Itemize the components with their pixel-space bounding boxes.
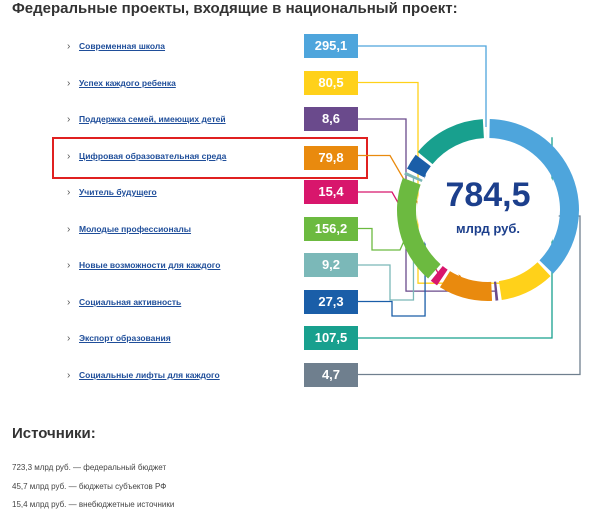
project-value-badge: 27,3 [304,289,358,314]
chevron-right-icon: › [67,77,71,89]
chevron-right-icon: › [67,114,71,125]
chevron-right-icon: › [67,223,71,235]
project-row: › Новые возможности для каждого 9,2 [54,253,370,283]
project-value-badge: 8,6 [304,107,358,131]
project-row: › Поддержка семей, имеющих детей 8,6 [54,107,370,137]
project-value-badge: 15,4 [304,180,358,204]
project-row: › Экспорт образования 107,5 [54,326,370,356]
source-extrabudget: 15,4 млрд руб. — внебюджетные источники [12,500,175,509]
connector-line [358,227,410,251]
project-link[interactable]: Современная школа [79,41,166,51]
donut-slice [498,262,551,300]
project-link[interactable]: Поддержка семей, имеющих детей [79,114,226,124]
total-unit: млрд руб. [456,221,520,236]
donut-slice [397,177,441,279]
donut-center [417,139,559,281]
project-link[interactable]: Цифровая образовательная среда [79,150,227,161]
project-value-badge: 156,2 [304,216,358,241]
project-value-badge: 4,7 [304,362,358,387]
chevron-right-icon: › [67,187,71,198]
project-value-badge: 80,5 [304,70,358,95]
project-row: › Социальная активность 27,3 [54,289,370,320]
sources-title: Источники: [12,425,96,442]
chevron-right-icon: › [67,333,71,344]
donut-slice [404,171,423,183]
donut-slice [406,154,431,178]
chevron-right-icon: › [67,296,71,308]
project-link[interactable]: Новые возможности для каждого [79,260,221,270]
project-link[interactable]: Успех каждого ребенка [79,77,176,88]
project-link[interactable]: Социальные лифты для каждого [79,369,220,380]
page-title: Федеральные проекты, входящие в национал… [12,0,458,17]
chevron-right-icon: › [67,369,71,381]
project-link[interactable]: Учитель будущего [79,187,157,197]
project-link[interactable]: Экспорт образования [79,333,171,343]
project-row: › Учитель будущего 15,4 [54,180,370,210]
project-value-badge: 295,1 [304,34,358,58]
project-value-badge: 9,2 [304,253,358,277]
donut-slice [439,271,493,301]
donut-slice [430,265,448,286]
connector-line [358,45,487,127]
project-row: › Социальные лифты для каждого 4,7 [54,362,370,393]
project-row: › Цифровая образовательная среда 79,8 [52,136,368,179]
project-row: › Молодые профессионалы 156,2 [54,216,370,247]
chevron-right-icon: › [67,260,71,271]
donut-slice [493,281,499,301]
project-link[interactable]: Социальная активность [79,296,182,307]
project-row: › Успех каждого ребенка 80,5 [54,70,370,101]
project-link[interactable]: Молодые профессионалы [79,223,192,234]
chevron-right-icon: › [67,150,71,162]
donut-slice [417,119,484,165]
total-value: 784,5 [445,176,531,214]
project-value-badge: 79,8 [304,145,358,170]
source-federal: 723,3 млрд руб. — федеральный бюджет [12,463,167,472]
chevron-right-icon: › [67,41,71,52]
source-regional: 45,7 млрд руб. — бюджеты субъектов РФ [12,482,167,491]
project-value-badge: 107,5 [304,326,358,350]
donut-slice [489,119,580,274]
project-row: › Современная школа 295,1 [54,34,370,64]
